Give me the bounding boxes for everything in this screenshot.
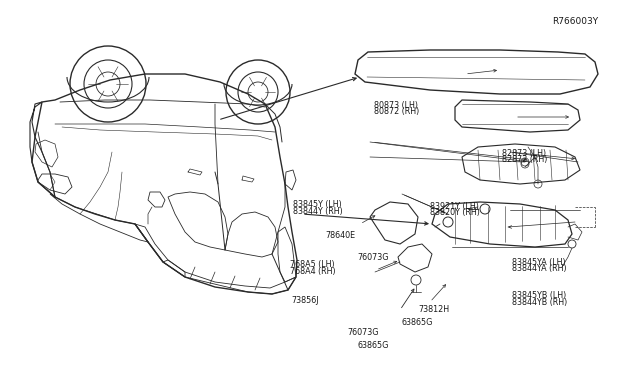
Text: 63865G: 63865G [402, 318, 433, 327]
Text: 83845Y (LH): 83845Y (LH) [293, 201, 342, 209]
Text: 768A4 (RH): 768A4 (RH) [290, 267, 335, 276]
Text: 82872 (RH): 82872 (RH) [502, 155, 548, 164]
Text: 80872 (RH): 80872 (RH) [374, 107, 419, 116]
Text: 83844YA (RH): 83844YA (RH) [512, 264, 566, 273]
Text: 83921Y (LH): 83921Y (LH) [430, 202, 479, 211]
Text: 83844YB (RH): 83844YB (RH) [512, 298, 567, 307]
Text: 78640E: 78640E [325, 231, 355, 240]
Text: 83845YA (LH): 83845YA (LH) [512, 258, 566, 267]
Text: 80873 (LH): 80873 (LH) [374, 101, 418, 110]
Text: 768A5 (LH): 768A5 (LH) [290, 260, 335, 269]
Text: 76073G: 76073G [357, 253, 388, 262]
Text: R766003Y: R766003Y [552, 17, 598, 26]
Text: 83844Y (RH): 83844Y (RH) [293, 207, 343, 216]
Text: 63865G: 63865G [357, 341, 388, 350]
Text: 73856J: 73856J [292, 296, 319, 305]
Text: 76073G: 76073G [348, 328, 379, 337]
Text: 82873 (LH): 82873 (LH) [502, 149, 547, 158]
Text: 83820Y (RH): 83820Y (RH) [430, 208, 480, 217]
Text: 73812H: 73812H [418, 305, 449, 314]
Text: 83845YB (LH): 83845YB (LH) [512, 291, 566, 300]
